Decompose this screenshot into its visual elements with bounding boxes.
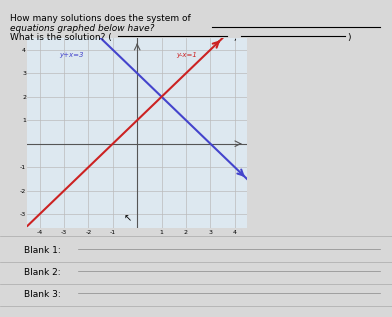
Text: Blank 2:: Blank 2:	[24, 268, 60, 277]
Text: Blank 1:: Blank 1:	[24, 246, 60, 255]
Text: ,: ,	[233, 33, 236, 42]
Text: y-x=1: y-x=1	[176, 52, 197, 58]
Text: y+x=3: y+x=3	[59, 52, 83, 58]
Text: ): )	[347, 33, 350, 42]
Text: How many solutions does the system of: How many solutions does the system of	[10, 14, 193, 23]
Text: ↖: ↖	[124, 213, 132, 223]
Text: What is the solution? (: What is the solution? (	[10, 33, 112, 42]
Text: Blank 3:: Blank 3:	[24, 290, 60, 299]
Text: equations graphed below have?: equations graphed below have?	[10, 24, 154, 33]
